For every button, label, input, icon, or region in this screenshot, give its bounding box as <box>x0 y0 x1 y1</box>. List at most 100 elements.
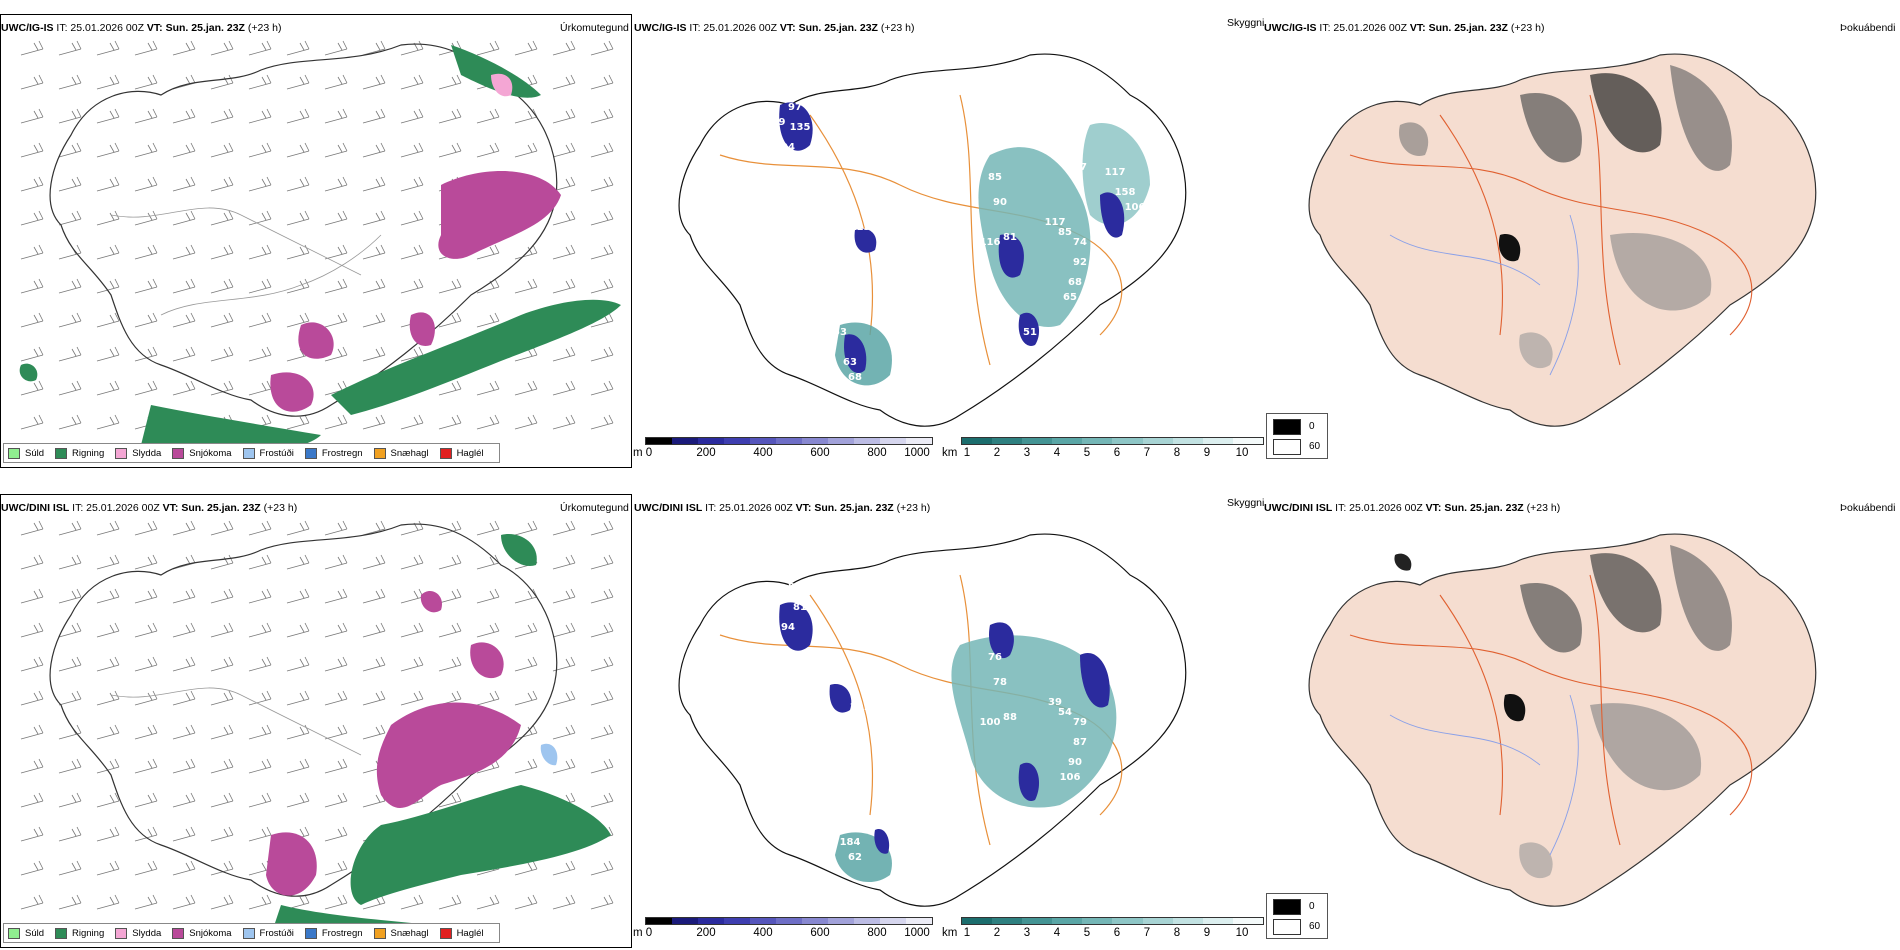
ceiling-value-label: 97 <box>788 102 802 113</box>
row-2: UWC/DINI ISL IT: 25.01.2026 00Z VT: Sun.… <box>0 480 1900 950</box>
panel-header-fog-2: UWC/DINI ISL IT: 25.01.2026 00Z VT: Sun.… <box>1264 502 1560 514</box>
precip-type-map: Súld Rigning Slydda Snjókoma Frostúði Fr… <box>0 14 632 468</box>
visibility-fields <box>779 102 1150 386</box>
fog-legend-label: 0 <box>1309 901 1315 912</box>
ceiling-value-label: 85 <box>1058 227 1072 238</box>
legend-swatch <box>8 447 20 459</box>
ceiling-value-label: 101 <box>850 702 871 713</box>
ceiling-value-label: 116 <box>980 237 1001 248</box>
ceiling-labels: 193 118 184 62 81 101 118 100 88 78 78 81 82 94 76 3954… <box>768 582 1087 863</box>
precip-type-title: Úrkomutegund <box>560 502 629 514</box>
legend-item: Frostregn <box>304 447 363 459</box>
legend-item: Súld <box>8 447 44 459</box>
precip-type-map-canvas <box>19 40 621 456</box>
ceiling-value-label: 68 <box>848 372 862 383</box>
ceiling-value-label: 63 <box>843 357 857 368</box>
ceiling-value-label: 90 <box>1068 757 1082 768</box>
ceiling-value-label: 93 <box>863 202 877 213</box>
lead-time: (+23 h) <box>1510 22 1545 34</box>
vis-tick: 9 <box>1203 447 1211 459</box>
legend-swatch <box>55 447 68 459</box>
precip-legend: Súld Rigning Slydda Snjókoma Frostúði Fr… <box>3 923 500 943</box>
legend-label: Snjókoma <box>189 927 232 939</box>
ceiling-value-label: 79 <box>1073 717 1087 728</box>
visibility-fields <box>779 602 1117 883</box>
ceiling-tick: 800 <box>867 927 887 939</box>
legend-swatch <box>242 447 255 459</box>
precip-areas <box>19 45 621 456</box>
model-name: UWC/DINI ISL <box>1264 502 1333 514</box>
vis-tick: 7 <box>1143 927 1151 939</box>
fog-shading <box>1394 545 1732 879</box>
ceiling-colorbar: m 0 200 400 600 800 1000 <box>633 917 933 945</box>
ceiling-value-label: 81 <box>888 802 902 813</box>
legend-swatch <box>373 927 386 939</box>
valid-time-label: VT: <box>1425 502 1442 514</box>
wind-barbs <box>20 40 614 430</box>
visibility-unit: km <box>942 927 958 939</box>
lead-time: (+23 h) <box>1526 502 1561 514</box>
legend-item: Frostúði <box>242 927 294 939</box>
legend-swatch <box>304 447 317 459</box>
fog-map <box>1308 533 1817 907</box>
precip-legend: Súld Rigning Slydda Snjókoma Frostúði Fr… <box>3 443 500 463</box>
vis-tick: 5 <box>1083 447 1091 459</box>
legend-item: Rigning <box>55 927 104 939</box>
visibility-unit: km <box>942 447 958 459</box>
model-name: UWC/DINI ISL <box>634 502 703 514</box>
visibility-colorbar: km 1 2 3 4 5 6 7 8 9 10 <box>942 917 1264 945</box>
precip-type-title: Úrkomutegund <box>560 22 629 34</box>
legend-swatch <box>439 447 452 459</box>
ceiling-value-label: 102 <box>805 357 826 368</box>
fog-shading <box>1399 65 1732 369</box>
ceiling-value-label: 117 <box>1105 167 1126 178</box>
visibility-colorbar: km 1 2 3 4 5 6 7 8 9 10 <box>942 437 1264 465</box>
ceiling-value-label: 106 <box>1060 772 1081 783</box>
init-time: IT: 25.01.2026 00Z <box>1319 22 1407 34</box>
fog-legend-swatch-black <box>1273 899 1301 915</box>
legend-item: Slydda <box>115 447 161 459</box>
valid-time: Sun. 25.jan. 23Z <box>165 22 245 34</box>
valid-time-label: VT: <box>162 502 179 514</box>
ceiling-value-label: 65 <box>1063 292 1077 303</box>
panel-header-vis-1: UWC/IG-IS IT: 25.01.2026 00Z VT: Sun. 25… <box>634 22 914 34</box>
vis-tick: 8 <box>1173 447 1181 459</box>
vis-tick: 8 <box>1173 927 1181 939</box>
road-lines <box>110 207 362 276</box>
model-name: UWC/IG-IS <box>634 22 687 34</box>
ceiling-tick: 400 <box>753 927 773 939</box>
panel-header-precip-2: UWC/DINI ISL IT: 25.01.2026 00Z VT: Sun.… <box>1 502 297 514</box>
ceiling-value-label: 90 <box>993 197 1007 208</box>
fog-title: Þokuábendi <box>1840 22 1896 34</box>
legend-item: Haglél <box>439 447 484 459</box>
vis-tick: 1 <box>963 447 971 459</box>
road-lines-2 <box>160 234 382 316</box>
legend-label: Frostúði <box>259 927 294 939</box>
fog-legend-swatch-white <box>1273 439 1301 455</box>
legend-label: Rigning <box>72 447 105 459</box>
ceiling-tick: 600 <box>810 927 830 939</box>
legend-item: Snæhagl <box>373 447 429 459</box>
model-name: UWC/IG-IS <box>1 22 54 34</box>
visibility-colorbar-strip <box>961 917 1264 925</box>
ceiling-value-label: 184 <box>840 837 861 848</box>
legend-swatch <box>439 927 452 939</box>
vis-tick: 5 <box>1083 927 1091 939</box>
lead-time: (+23 h) <box>896 502 931 514</box>
visibility-title: Skyggni <box>1227 17 1265 29</box>
legend-label: Snæhagl <box>390 447 429 459</box>
valid-time-label: VT: <box>1409 22 1426 34</box>
fog-legend: 0 60 <box>1266 893 1328 939</box>
legend-label: Frostúði <box>259 447 294 459</box>
fog-legend: 0 60 <box>1266 413 1328 459</box>
ceiling-colorbar-strip <box>645 917 933 925</box>
legend-swatch <box>8 927 20 939</box>
legend-item: Haglél <box>439 927 484 939</box>
wind-barbs <box>20 520 614 910</box>
ceiling-value-label: 39 <box>1048 697 1062 708</box>
ceiling-value-label: 94 <box>781 142 795 153</box>
valid-time-label: VT: <box>779 22 796 34</box>
vis-tick: 6 <box>1113 927 1121 939</box>
legend-item: Snjókoma <box>172 927 232 939</box>
